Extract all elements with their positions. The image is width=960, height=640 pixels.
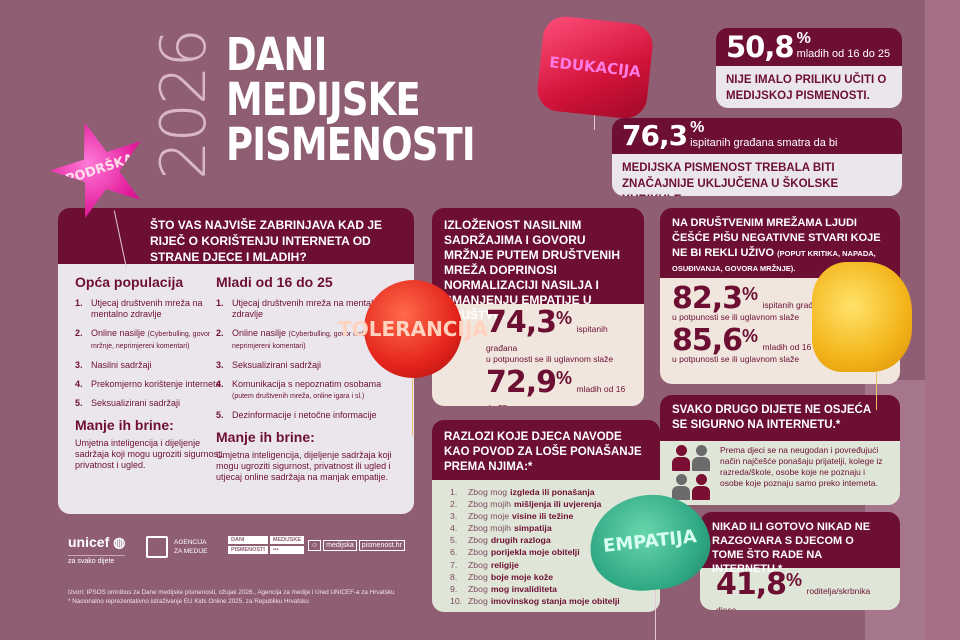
list-item: 7. Zbog religije xyxy=(450,559,519,570)
concerns-question: ŠTO VAS NAJVIŠE ZABRINJAVA KAD JE RIJEČ … xyxy=(58,208,414,264)
list-item: 2. Zbog mojih mišljenja ili uvjerenja xyxy=(450,499,602,510)
cube-balloon-icon: EDUKACIJA xyxy=(535,14,655,121)
title-line-1: DANI xyxy=(226,28,327,81)
exposure-stats: 74,3% ispitanih građana u potpunosti se … xyxy=(432,304,644,406)
list-item: 2. Online nasilje (Cyberbulling, govor mr… xyxy=(75,328,211,350)
stat-row: 74,3% ispitanih građana u potpunosti se … xyxy=(486,305,614,365)
stat-row: 41,8% roditelja/skrbnika djece xyxy=(700,568,900,610)
person-icon xyxy=(672,445,690,472)
less-worried-text: Umjetna inteligencija i dijeljenje sadrž… xyxy=(75,438,224,470)
dani-logo: DANI MEDIJSKE PISMENOSTI ••• xyxy=(228,536,305,554)
list-item: 1. Zbog mog izgleda ili ponašanja xyxy=(450,487,595,497)
reasons-card: RAZLOZI KOJE DJECA NAVODE KAO POVOD ZA L… xyxy=(432,420,660,612)
partner-logos: unicef ◍ za svako dijete AGENCIJA ZA MEDI… xyxy=(68,534,428,566)
list-item: 5. Zbog drugih razloga xyxy=(450,535,551,546)
stat-label: ispitanih građana smatra da bi xyxy=(690,137,838,149)
stat-row: 85,6% mladih od 16 do 25 u potpunosti se… xyxy=(672,323,835,365)
unicef-logo: unicef ◍ za svako dijete xyxy=(68,534,126,565)
less-worried-title: Manje ih brine: xyxy=(75,417,174,433)
list-item: 2. Online nasilje (Cyberbulling, govor mr… xyxy=(216,328,377,350)
stat-value: 74,3 xyxy=(486,305,557,340)
stat-header: 50,8 % mladih od 16 do 25 xyxy=(716,28,902,66)
list-item: 10. Zbog imovinskog stanja moje obitelji xyxy=(450,595,620,606)
safety-text: Prema djeci se na neugodan i povređujući… xyxy=(720,445,883,488)
reasons-heading: RAZLOZI KOJE DJECA NAVODE KAO POVOD ZA L… xyxy=(432,420,660,480)
stat-value: 76,3 xyxy=(622,119,688,152)
stat-header: 76,3 % ispitanih građana smatra da bi xyxy=(612,118,902,154)
stat-card-no-chance: 50,8 % mladih od 16 do 25 NIJE IMALO PRI… xyxy=(716,28,902,108)
agencija-mark-icon xyxy=(146,536,168,558)
background-band xyxy=(925,0,960,640)
concerns-card: ŠTO VAS NAJVIŠE ZABRINJAVA KAD JE RIJEČ … xyxy=(58,208,414,514)
list-item: 6. Zbog porijekla moje obitelji xyxy=(450,547,580,558)
round-balloon-icon: TOLERANCIJA xyxy=(338,280,488,378)
balloon-string xyxy=(655,588,656,640)
column-title: Mladi od 16 do 25 xyxy=(216,274,333,290)
list-item: 8. Zbog boje moje kože xyxy=(450,571,554,582)
stat-label: mladih od 16 do 25 xyxy=(796,48,891,60)
person-icon xyxy=(692,445,710,472)
stat-value: 72,9 xyxy=(486,365,557,400)
stat-value: 41,8 xyxy=(716,567,787,602)
agencija-logo: AGENCIJA ZA MEDIJE xyxy=(146,536,208,558)
list-item: 4. Prekomjerno korištenje interneta xyxy=(75,379,221,389)
stat-label: ispitanih građana xyxy=(486,324,608,353)
never-heading: NIKAD ILI GOTOVO NIKAD NE RAZGOVARA S DJ… xyxy=(700,512,900,575)
title-line-2: MEDIJSKE xyxy=(226,73,421,126)
balloon-string xyxy=(594,110,595,130)
people-icon-group xyxy=(672,445,710,501)
list-item: 5. Dezinformacije i netočne informacije xyxy=(216,410,377,420)
exposure-heading: IZLOŽENOST NASILNIM SADRŽAJIMA I GOVORU … xyxy=(432,208,644,322)
page-title: DANI MEDIJSKE PISMENOSTI xyxy=(226,28,476,171)
concern-list: 1. Utjecaj društvenih mreža na mentalno z… xyxy=(75,298,235,409)
balloon-string xyxy=(412,376,413,436)
medijskapismenost-logo: ☺ medijska pismenost.hr xyxy=(308,540,405,551)
user-icon: ☺ xyxy=(308,540,322,551)
stat-value: 50,8 xyxy=(726,30,795,64)
list-item: 9. Zbog mog invaliditeta xyxy=(450,583,557,594)
list-item: 4. Zbog mojih simpatija xyxy=(450,523,552,534)
list-item: 3. Zbog moje visine ili težine xyxy=(450,511,574,522)
thumbs-up-balloon-icon xyxy=(812,262,912,372)
safety-heading: SVAKO DRUGO DIJETE NE OSJEĆA SE SIGURNO … xyxy=(660,395,900,441)
list-item: 3. Seksualizirani sadržaji xyxy=(216,360,322,370)
youth-column: Mladi od 16 do 25 1. Utjecaj društvenih m… xyxy=(216,274,406,483)
stat-text: MEDIJSKA PISMENOST TREBALA BITI ZNAČAJNI… xyxy=(612,154,902,196)
less-worried-title: Manje ih brine: xyxy=(216,429,315,445)
stat-row: 82,3% ispitanih građana u potpunosti se … xyxy=(672,281,828,323)
stat-value: 82,3 xyxy=(672,281,743,316)
stat-row: 72,9% mladih od 16 do 25 u potpunosti se… xyxy=(486,365,634,407)
list-item: 1. Utjecaj društvenih mreža na mentalno z… xyxy=(75,298,203,319)
less-worried-text: Umjetna inteligencija, dijeljenje sadrža… xyxy=(216,450,392,482)
concerns-body: Opća populacija 1. Utjecaj društvenih mre… xyxy=(58,264,414,514)
person-icon xyxy=(672,474,690,501)
percent-sign: % xyxy=(796,30,811,47)
stat-card-curriculum: 76,3 % ispitanih građana smatra da bi ME… xyxy=(612,118,902,196)
exposure-card: IZLOŽENOST NASILNIM SADRŽAJIMA I GOVORU … xyxy=(432,208,644,406)
list-item: 1. Utjecaj društvenih mreža na mentalno z… xyxy=(216,298,384,319)
list-item: 4. Komunikacija s nepoznatim osobama (pute… xyxy=(216,379,382,400)
never-talk-card: NIKAD ILI GOTOVO NIKAD NE RAZGOVARA S DJ… xyxy=(700,512,900,610)
column-title: Opća populacija xyxy=(75,274,184,290)
stat-label: mladih od 16 do 25 xyxy=(486,384,626,406)
concern-list: 1. Utjecaj društvenih mreža na mentalno z… xyxy=(216,298,406,421)
list-item: 3. Nasilni sadržaji xyxy=(75,360,152,370)
general-population-column: Opća populacija 1. Utjecaj društvenih mre… xyxy=(75,274,235,471)
list-item: 5. Seksualizirani sadržaji xyxy=(75,398,181,408)
safety-card: SVAKO DRUGO DIJETE NE OSJEĆA SE SIGURNO … xyxy=(660,395,900,505)
safety-body: Prema djeci se na neugodan i povređujući… xyxy=(660,441,900,505)
title-line-3: PISMENOSTI xyxy=(226,118,476,171)
reasons-list: 1. Zbog mog izgleda ili ponašanja 2. Zbog m… xyxy=(432,480,660,612)
stat-label: roditelja/skrbnika djece xyxy=(716,586,871,610)
stat-value: 85,6 xyxy=(672,323,743,358)
person-icon xyxy=(692,474,710,501)
balloon-string xyxy=(876,370,877,410)
percent-sign: % xyxy=(690,119,705,136)
sources-note: Izvori: IPSOS omnibus za Dane medijske p… xyxy=(68,589,395,605)
stat-text: NIJE IMALO PRILIKU UČITI O MEDIJSKOJ PIS… xyxy=(716,66,902,108)
